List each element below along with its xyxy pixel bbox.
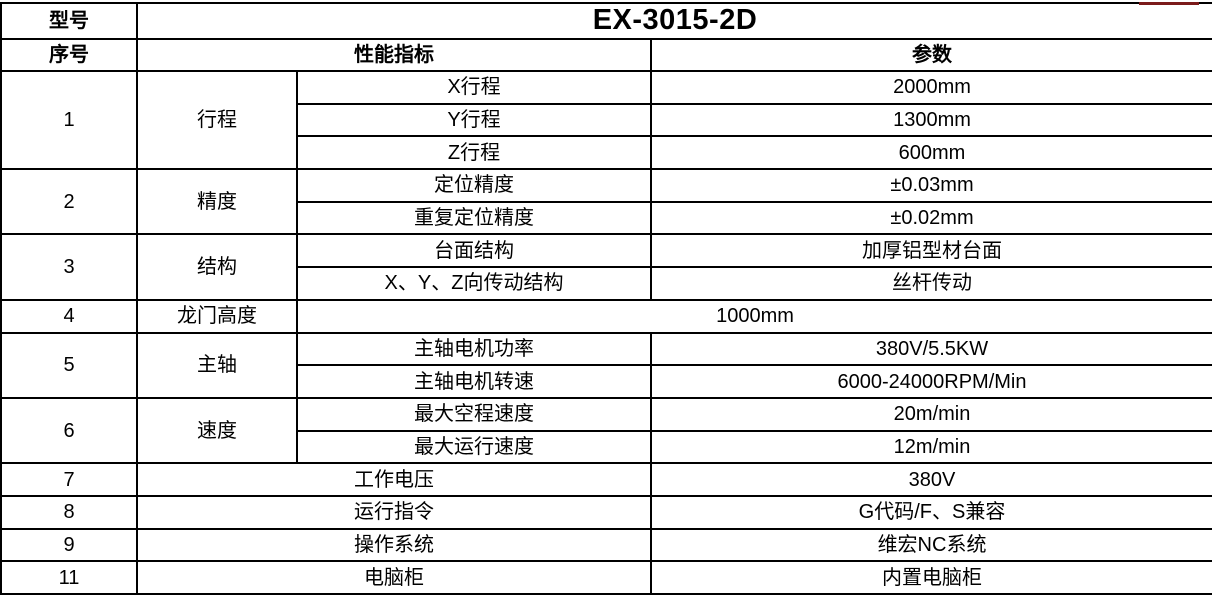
spec-value: 加厚铝型材台面	[649, 233, 1212, 269]
table-row: 2 精度 定位精度 ±0.03mm	[0, 168, 1212, 236]
row-no: 2	[0, 168, 138, 236]
spec-value: 6000-24000RPM/Min	[649, 364, 1212, 399]
spec-label: 电脑柜	[136, 560, 652, 595]
row-no: 7	[0, 462, 138, 497]
spec-label: 运行指令	[136, 494, 652, 530]
row-category: 速度	[136, 396, 298, 465]
spec-label: 定位精度	[296, 168, 652, 203]
row-no: 1	[0, 69, 138, 171]
row-no: 6	[0, 396, 138, 465]
col-header-no: 序号	[0, 38, 138, 72]
table-row: 1 行程 X行程 2000mm	[0, 69, 1212, 171]
row-no: 8	[0, 494, 138, 530]
table-row: 11 电脑柜 内置电脑柜	[0, 560, 1212, 595]
spec-label: 最大空程速度	[296, 396, 652, 432]
spec-label: 台面结构	[296, 233, 652, 269]
row-category: 主轴	[136, 331, 298, 399]
row-no: 9	[0, 527, 138, 563]
spec-value: 1000mm	[295, 298, 1212, 334]
col-header-indicator: 性能指标	[136, 38, 652, 72]
model-row: 型号 EX-3015-2D	[0, 2, 1212, 40]
spec-label: 操作系统	[136, 527, 652, 563]
spec-value: 12m/min	[649, 429, 1212, 465]
spec-label: 主轴电机转速	[296, 364, 652, 399]
row-no: 5	[0, 331, 138, 399]
table-row: 4 龙门高度 1000mm	[0, 298, 1212, 334]
spec-value: 维宏NC系统	[649, 527, 1212, 563]
spec-value: ±0.02mm	[649, 200, 1212, 236]
table-row: 7 工作电压 380V	[0, 462, 1212, 497]
spec-value: 内置电脑柜	[649, 560, 1212, 595]
spec-label: 工作电压	[136, 462, 652, 497]
model-value: EX-3015-2D	[135, 2, 1212, 40]
spec-value: 2000mm	[649, 70, 1212, 105]
table-row: 8 运行指令 G代码/F、S兼容	[0, 494, 1212, 530]
table-row: 最大运行速度 12m/min	[1, 429, 1212, 465]
col-header-parameter: 参数	[649, 38, 1212, 72]
spec-value: 1300mm	[649, 102, 1212, 138]
cropped-red-artifact	[1139, 2, 1199, 5]
row-category: 行程	[136, 69, 298, 171]
table-row: Y行程 1300mm	[1, 102, 1212, 138]
spec-value: G代码/F、S兼容	[649, 494, 1212, 530]
spec-label: X、Y、Z向传动结构	[296, 266, 652, 301]
spec-label: Z行程	[296, 135, 652, 171]
spec-label: Y行程	[296, 102, 652, 138]
row-category: 结构	[136, 233, 298, 301]
column-header-row: 序号 性能指标 参数	[0, 38, 1212, 72]
table-row: 主轴电机转速 6000-24000RPM/Min	[1, 364, 1212, 399]
table-row: X、Y、Z向传动结构 丝杆传动	[1, 266, 1212, 301]
spec-value: ±0.03mm	[649, 168, 1212, 203]
spec-value: 丝杆传动	[649, 266, 1212, 301]
row-category: 龙门高度	[136, 298, 298, 334]
spec-value: 600mm	[649, 135, 1212, 171]
spec-label: 重复定位精度	[296, 200, 652, 236]
row-no: 3	[0, 233, 138, 301]
spec-value: 380V	[649, 462, 1212, 497]
table-row: 9 操作系统 维宏NC系统	[0, 527, 1212, 563]
spec-label: 最大运行速度	[296, 429, 652, 465]
row-no: 4	[0, 298, 138, 334]
model-label: 型号	[0, 2, 138, 40]
table-row: 3 结构 台面结构 加厚铝型材台面	[0, 233, 1212, 301]
spec-label: X行程	[296, 70, 652, 105]
spec-value: 380V/5.5KW	[649, 331, 1212, 367]
table-row: Z行程 600mm	[1, 135, 1212, 171]
table-row: 6 速度 最大空程速度 20m/min	[0, 396, 1212, 465]
row-category: 精度	[136, 168, 298, 236]
spec-label: 主轴电机功率	[296, 331, 652, 367]
table-row: 5 主轴 主轴电机功率 380V/5.5KW	[0, 331, 1212, 399]
row-no: 11	[0, 560, 138, 595]
table-row: 重复定位精度 ±0.02mm	[1, 200, 1212, 236]
spec-value: 20m/min	[649, 396, 1212, 432]
